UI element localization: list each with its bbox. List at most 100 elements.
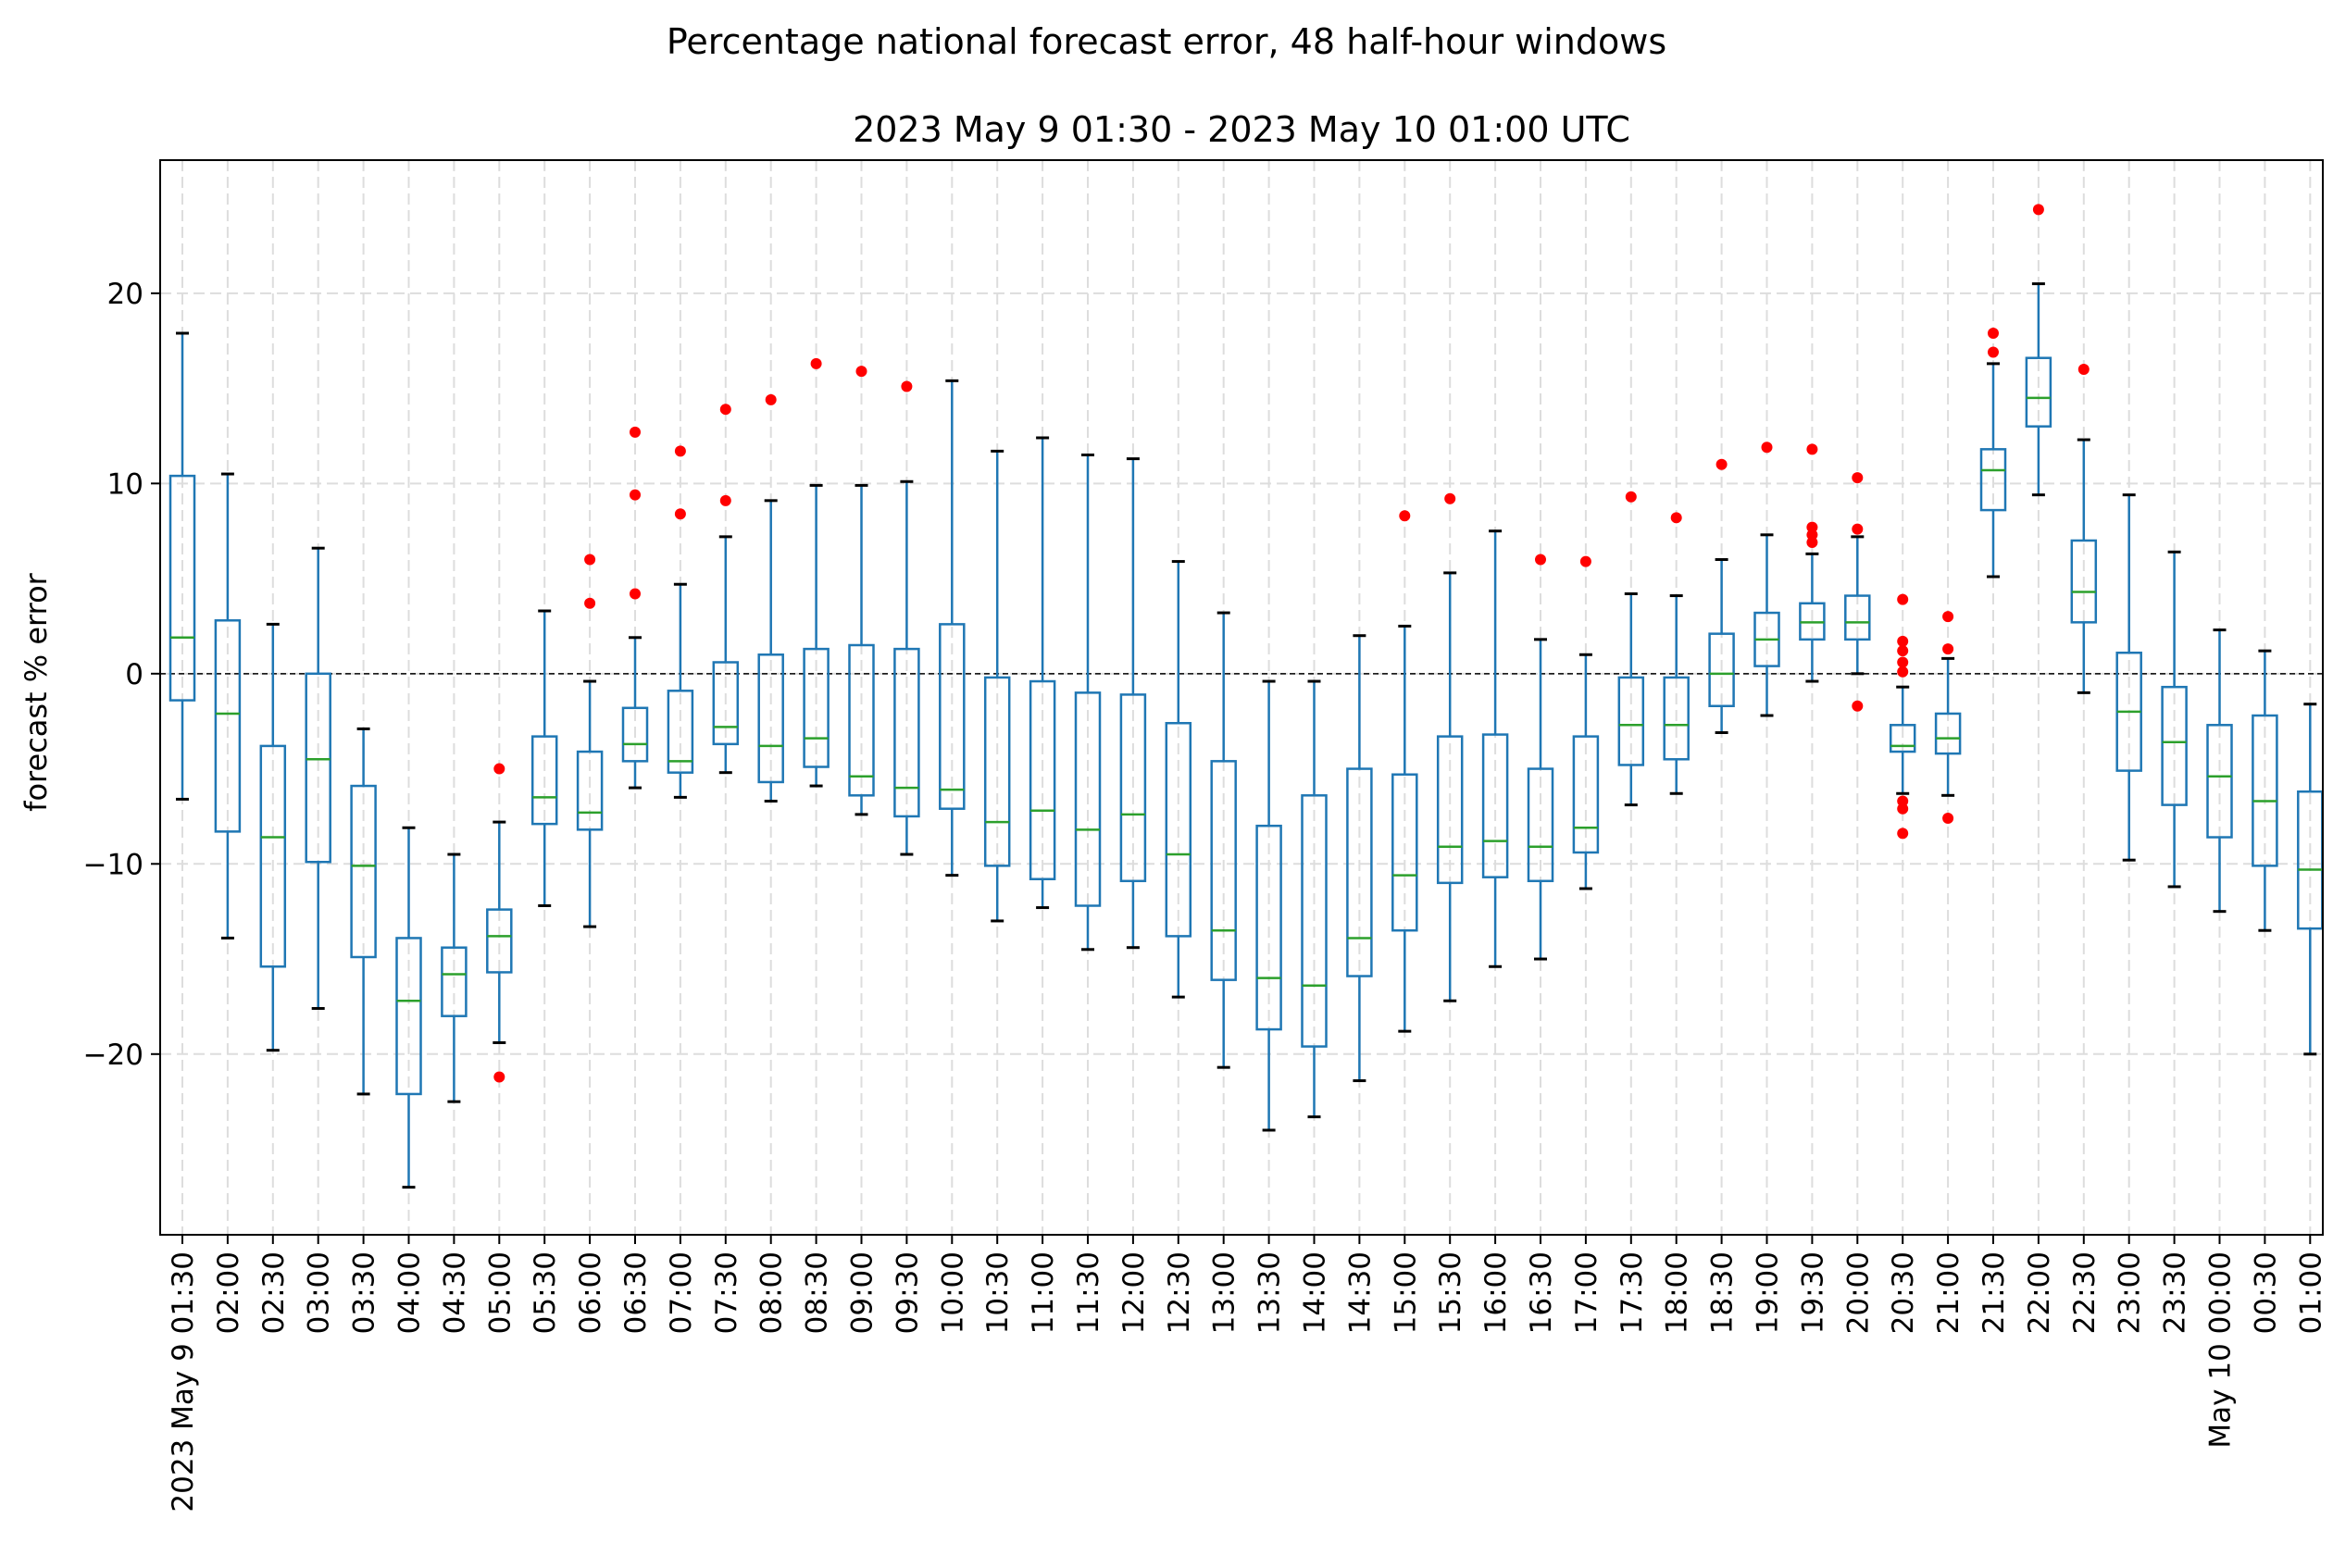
iqr-box <box>1210 760 1237 981</box>
x-tick-label: 15:30 <box>1434 1251 1467 1334</box>
outlier-point <box>1806 443 1818 455</box>
x-tick-label: 16:00 <box>1479 1251 1513 1334</box>
iqr-box <box>350 784 377 959</box>
outlier-point <box>674 508 686 520</box>
x-tick-label: 04:00 <box>393 1251 427 1334</box>
outlier-point <box>2077 364 2090 376</box>
outlier-point <box>493 1071 505 1083</box>
box-group <box>486 820 513 1044</box>
iqr-box <box>259 744 287 968</box>
box-group <box>1165 560 1192 999</box>
figure-suptitle: Percentage national forecast error, 48 h… <box>667 21 1666 62</box>
x-tick-label: 14:00 <box>1299 1251 1332 1334</box>
iqr-box <box>214 619 242 833</box>
x-tick-label: 19:30 <box>1796 1251 1829 1334</box>
box-group <box>2070 438 2098 694</box>
x-tick-label: 06:30 <box>619 1251 653 1334</box>
box-group <box>1527 638 1554 961</box>
x-tick-label: 15:00 <box>1389 1251 1422 1334</box>
iqr-box <box>1889 724 1916 753</box>
outlier-point <box>1988 327 1999 339</box>
x-tick-label: 03:30 <box>348 1251 381 1334</box>
box-group <box>1572 653 1600 890</box>
outlier-point <box>719 494 731 506</box>
y-tick-label: −10 <box>83 848 143 881</box>
box-group <box>1934 656 1962 797</box>
box-group <box>712 535 740 775</box>
iqr-box <box>1527 767 1554 883</box>
x-tick-label: 17:00 <box>1570 1251 1603 1334</box>
iqr-box <box>2161 685 2188 806</box>
x-tick-label: 06:00 <box>574 1251 607 1334</box>
x-tick-label: 22:00 <box>2023 1251 2056 1334</box>
x-tick-label: 18:30 <box>1706 1251 1740 1334</box>
x-tick-label: 00:30 <box>2249 1251 2282 1334</box>
outlier-point <box>1806 537 1818 549</box>
iqr-box <box>621 706 649 763</box>
x-tick-label: 18:00 <box>1661 1251 1694 1334</box>
iqr-box <box>1346 767 1373 977</box>
iqr-box <box>1572 735 1600 854</box>
box-group <box>1074 454 1102 952</box>
outlier-point <box>719 404 731 416</box>
iqr-box <box>1255 824 1282 1031</box>
x-tick-label: 09:30 <box>891 1251 924 1334</box>
x-tick-label: 12:00 <box>1117 1251 1151 1334</box>
x-tick-label: 05:30 <box>529 1251 562 1334</box>
x-tick-label: 05:00 <box>483 1251 517 1334</box>
x-tick-label: 07:30 <box>710 1251 743 1334</box>
iqr-box <box>983 676 1011 867</box>
iqr-box <box>2025 356 2052 428</box>
box-group <box>1210 611 1237 1069</box>
outlier-point <box>1444 492 1456 504</box>
iqr-box <box>2252 714 2278 867</box>
box-group <box>2025 282 2052 497</box>
box-group <box>214 472 242 940</box>
box-group <box>983 449 1011 923</box>
iqr-box <box>441 946 468 1017</box>
iqr-box <box>395 937 422 1096</box>
x-tick-label: 2023 May 9 01:30 <box>167 1251 200 1512</box>
iqr-box <box>1165 721 1192 938</box>
box-group <box>1029 436 1056 910</box>
box-group <box>1255 679 1282 1132</box>
iqr-box <box>305 672 331 864</box>
iqr-box <box>1481 733 1509 878</box>
outlier-point <box>674 445 686 457</box>
x-tick-label: 21:00 <box>1932 1251 1965 1334</box>
x-tick-label: 01:00 <box>2294 1251 2327 1334</box>
box-group <box>1753 533 1780 717</box>
outlier-point <box>1852 700 1864 712</box>
outlier-point <box>1761 442 1773 454</box>
outlier-point <box>810 357 822 369</box>
box-group <box>1708 558 1735 735</box>
outlier-point <box>2032 204 2044 216</box>
iqr-box <box>1074 691 1102 907</box>
iqr-box <box>1436 735 1464 885</box>
outlier-point <box>1897 645 1909 657</box>
outlier-point <box>1625 491 1637 503</box>
outlier-point <box>1535 554 1546 566</box>
outlier-point <box>584 554 596 566</box>
outlier-point <box>1988 346 1999 358</box>
iqr-box <box>1119 693 1147 883</box>
iqr-box <box>1934 712 1962 755</box>
outlier-point <box>1806 529 1818 541</box>
y-tick-label: −20 <box>83 1039 143 1072</box>
outlier-point <box>1670 512 1682 524</box>
x-tick-label: 08:00 <box>755 1251 789 1334</box>
box-group <box>1844 535 1871 676</box>
box-group <box>305 546 331 1010</box>
x-axis: 2023 May 9 01:30 02:00 02:30 03:00 03:30 04:0… <box>167 1235 2327 1512</box>
outlier-point <box>1897 635 1909 647</box>
outlier-point <box>1399 510 1411 522</box>
x-tick-label: 02:30 <box>257 1251 291 1334</box>
outlier-point <box>1579 555 1591 567</box>
outlier-point <box>1897 656 1909 668</box>
iqr-box <box>757 653 784 784</box>
box-group <box>395 826 422 1189</box>
box-group <box>259 622 287 1052</box>
x-tick-label: 22:30 <box>2068 1251 2102 1334</box>
outlier-point <box>584 597 596 609</box>
box-group <box>1799 552 1826 683</box>
